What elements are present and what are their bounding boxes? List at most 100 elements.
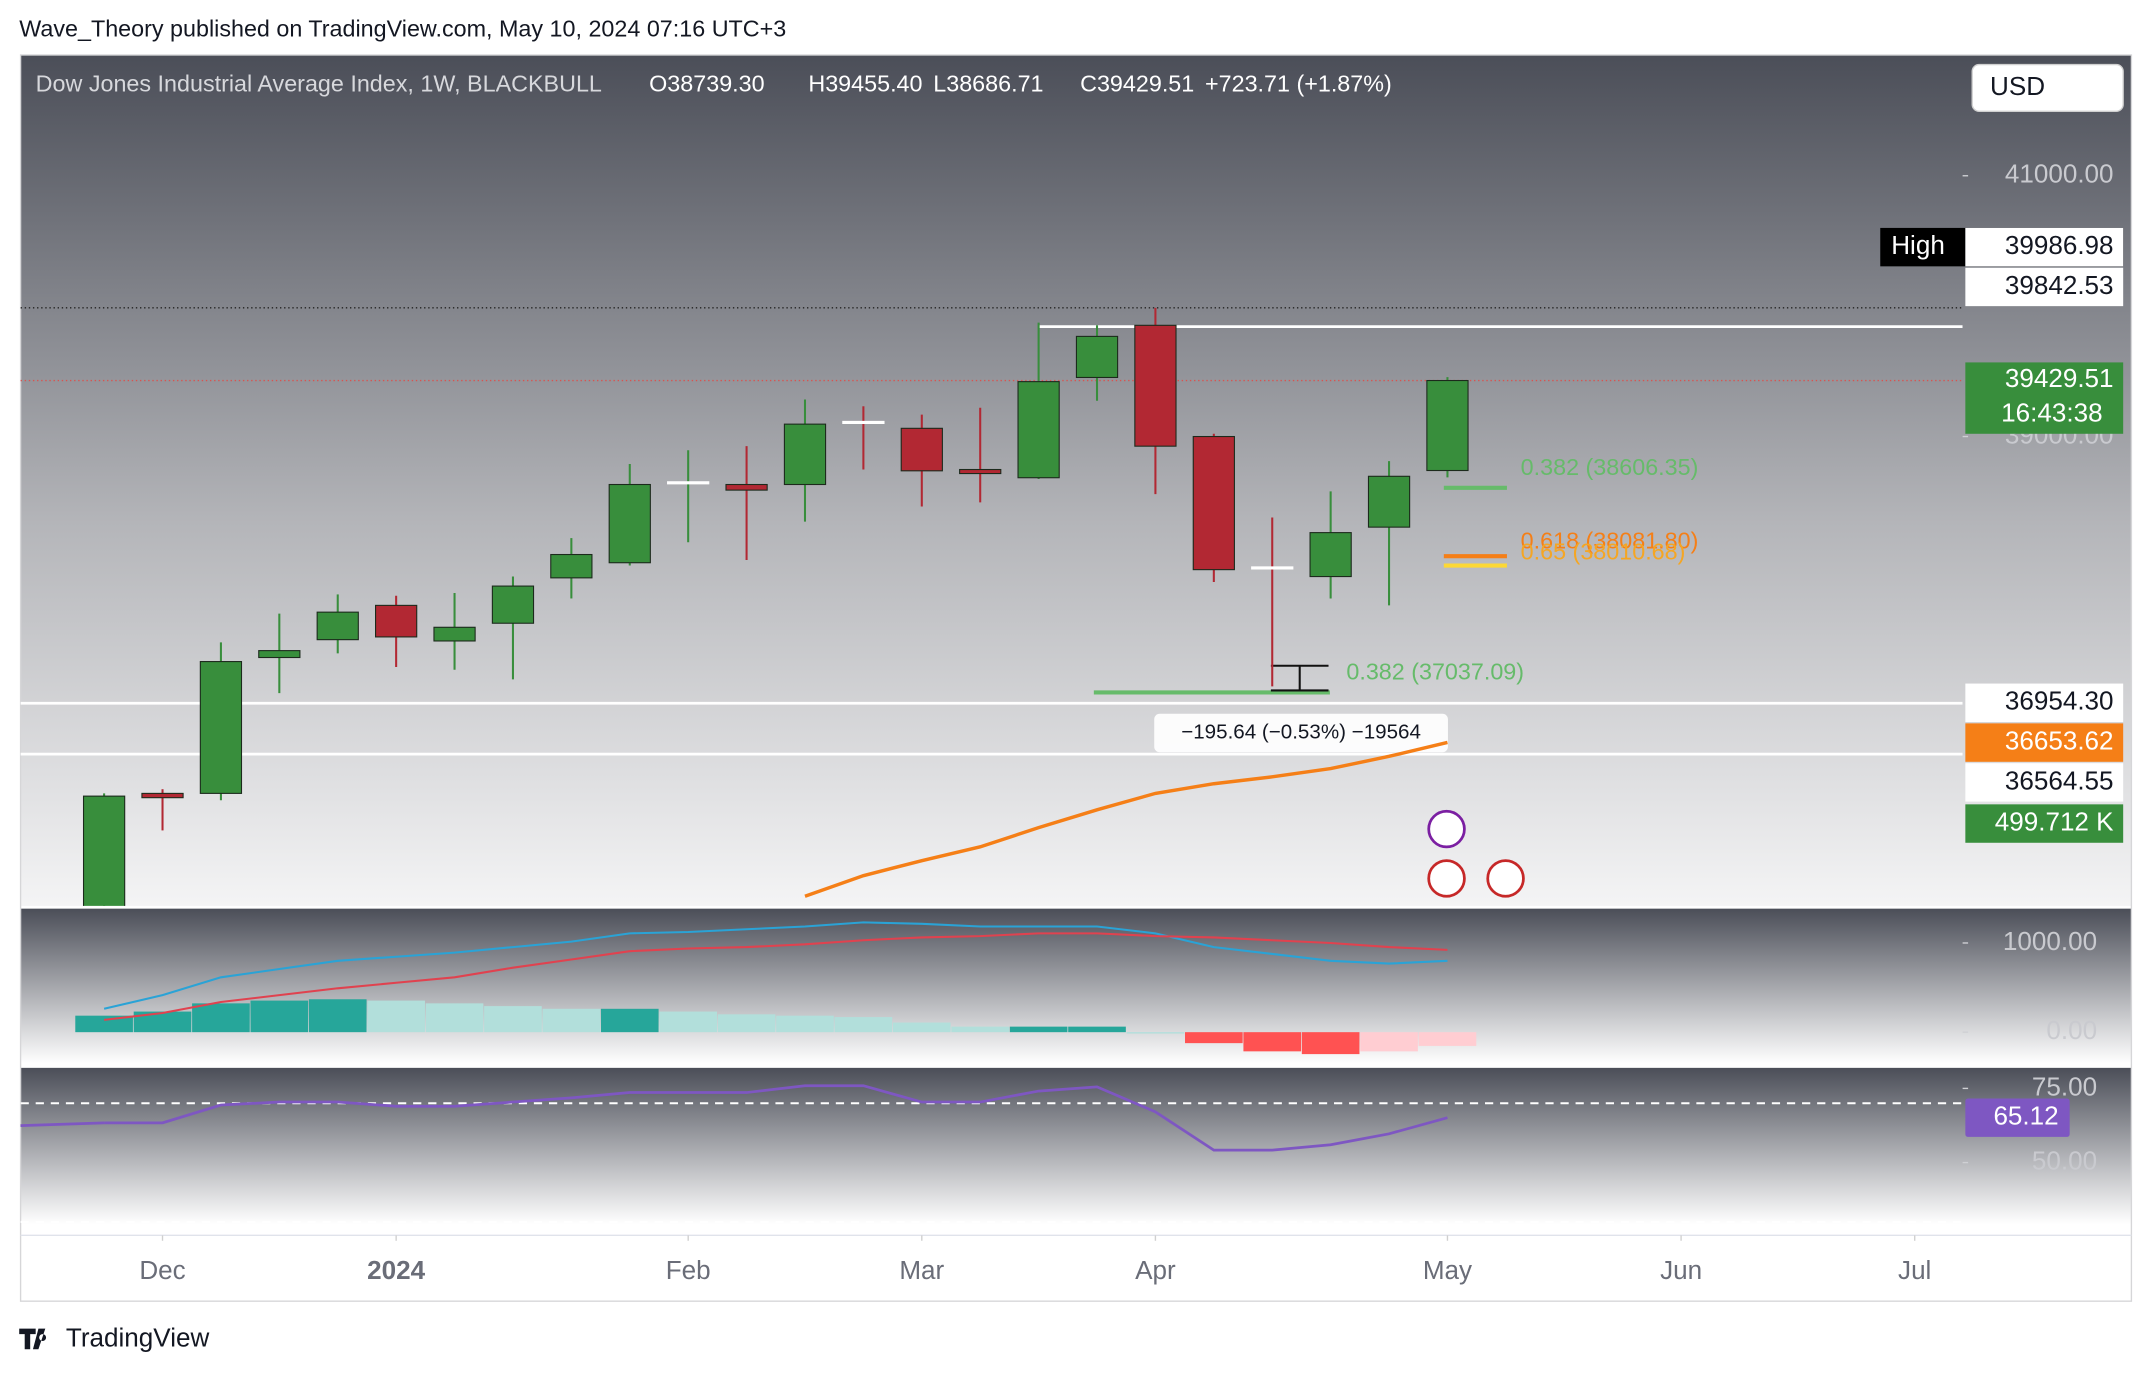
macd-histogram [1243,1032,1302,1052]
countdown: 16:43:38 [2001,397,2102,427]
x-tick-label: Jul [1898,1255,1931,1285]
currency[interactable]: USD [1990,71,2045,101]
price-label: 39986.98 [2005,230,2114,260]
candle-body [375,604,418,638]
candle-body [1192,435,1235,571]
rsi-line-start [20,1121,105,1127]
legend-close: C39429.51 [1080,70,1194,96]
price-label-box [1965,362,2124,434]
x-tick-label: Dec [139,1255,185,1285]
y-tick-label: 0.00 [2046,1015,2097,1045]
volume-label-box [1965,804,2124,843]
header: Wave_Theory published on TradingView.com… [19,15,786,41]
macd-histogram [425,1003,484,1033]
legend-change: +723.71 (+1.87%) [1205,70,1392,96]
macd-histogram [834,1017,893,1033]
macd-histogram [892,1022,951,1033]
candle-body [783,423,827,486]
fib-label: 0.382 (38606.35) [1521,454,1699,480]
candle-body [550,553,593,579]
currency-button[interactable] [1971,63,2124,112]
price-label-box [1965,227,2124,267]
candle-body [1075,335,1119,379]
macd-histogram [484,1006,542,1033]
frame [19,54,2133,1302]
macd-plot [75,921,1477,1055]
rsi-label-box [1965,1098,2070,1137]
x-tick-label: Feb [666,1255,711,1285]
event-icon [1427,859,1466,898]
candle-body [316,611,359,641]
y-tick-label: 75.00 [2032,1071,2097,1101]
candle-body [199,661,243,794]
macd-histogram [192,1003,250,1033]
macd-histogram [308,999,367,1033]
macd-histogram [600,1008,659,1033]
candle-body [258,650,301,659]
macd-panel [20,908,2132,1064]
candle-body [667,481,710,485]
rsi-panel [20,1067,2132,1225]
candle-body [842,420,885,425]
candle-body [608,483,651,564]
plot-layer: 0.382 (38606.35) 0.618 (38081.80)0.65 (38… [20,159,2124,1285]
event-icon [1427,809,1466,849]
x-tick-label: 2024 [367,1255,425,1285]
volume-label: 499.712 K [1995,806,2114,836]
price-label-box [1965,267,2124,307]
x-tick-label: Jun [1660,1255,1702,1285]
candle-body [433,626,476,642]
y-tick-label: 1000.00 [2003,926,2097,956]
candle-body [1251,566,1294,570]
macd-histogram [951,1026,1010,1033]
candle-body [959,468,1002,475]
legend-title: Dow Jones Industrial Average Index, 1W, … [36,70,602,96]
y-tick-label: 50.00 [2032,1145,2097,1175]
macd-histogram [1009,1026,1068,1033]
macd-histogram [1068,1026,1126,1033]
macd-histogram [75,1015,133,1033]
candle-body [82,795,126,906]
fib-label: 0.382 (37037.09) [1346,658,1524,684]
rsi-label: 65.12 [1993,1101,2058,1131]
candle-body [725,483,768,491]
measure-bracket [1270,664,1329,692]
footer-brand: TradingView [66,1322,210,1352]
macd-histogram [1301,1032,1360,1055]
rsi-line [104,1084,1448,1152]
macd-histogram [1126,1032,1185,1034]
candle-body [1134,324,1177,447]
main-panel [20,54,2132,906]
price-label-box [1965,763,2124,802]
price-label: 39429.51 [2005,363,2114,393]
x-tick-label: Mar [899,1255,944,1285]
measure-box [1154,713,1448,753]
legend-open: O38739.30 [649,70,764,96]
main-plot: 0.382 (38606.35) 0.618 (38081.80)0.65 (38… [20,307,1963,906]
logo [19,1328,47,1350]
macd-histogram [717,1014,776,1033]
candle-body [1426,379,1469,472]
x-tick-label: Apr [1135,1255,1176,1285]
macd-histogram [250,1000,309,1033]
x-tick-label: May [1423,1255,1472,1285]
price-label: 36954.30 [2005,686,2114,716]
event-icon [1486,859,1525,898]
legend-low: L38686.71 [933,70,1043,96]
macd-histogram [1360,1032,1418,1052]
price-label-box [1965,723,2124,762]
legend-high: H39455.40 [808,70,922,96]
price-label: 36564.55 [2005,765,2114,795]
macd-histogram [659,1011,717,1033]
macd-histogram [133,1011,192,1033]
high-tag [1880,227,1966,267]
macd-histogram [1185,1032,1243,1044]
candle-body [491,585,535,624]
price-label: 36653.62 [2005,725,2114,755]
price-label: 39842.53 [2005,270,2114,300]
macd-line [103,921,1448,1010]
y-tick-label: 41000.00 [2005,159,2114,189]
candle-body [1367,475,1411,528]
